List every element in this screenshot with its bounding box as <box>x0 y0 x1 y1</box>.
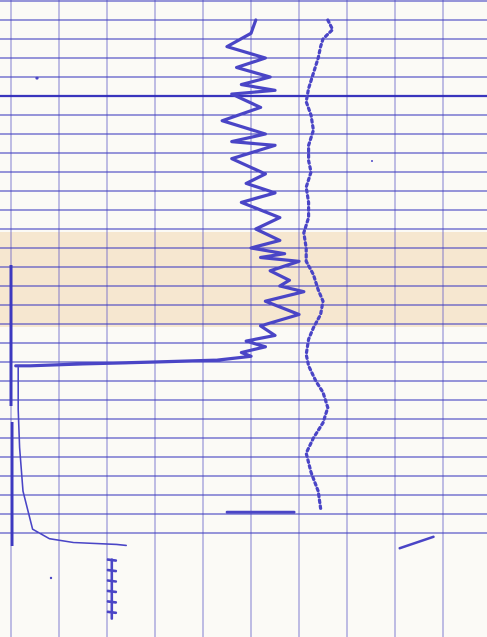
pen-mark-tick <box>106 589 118 594</box>
paper-stain <box>0 232 487 327</box>
series-layer <box>14 18 335 547</box>
pen-mark-tick <box>106 558 118 562</box>
ink-fleck <box>35 76 39 80</box>
vertical-grid <box>10 0 444 637</box>
horizontal-grid <box>0 0 487 534</box>
pen-mark-tick <box>106 568 118 573</box>
pen-mark-tick <box>106 600 118 604</box>
ink-fleck <box>49 576 53 580</box>
pen-mark-tick <box>106 610 118 615</box>
pen-mark-2 <box>398 535 435 550</box>
marker-layer <box>106 510 435 620</box>
pen-mark-tick <box>106 579 118 583</box>
series-2-trace <box>17 366 127 547</box>
series-3-trace <box>302 18 335 510</box>
ink-fleck <box>371 160 373 162</box>
series-1-trace <box>14 18 306 368</box>
